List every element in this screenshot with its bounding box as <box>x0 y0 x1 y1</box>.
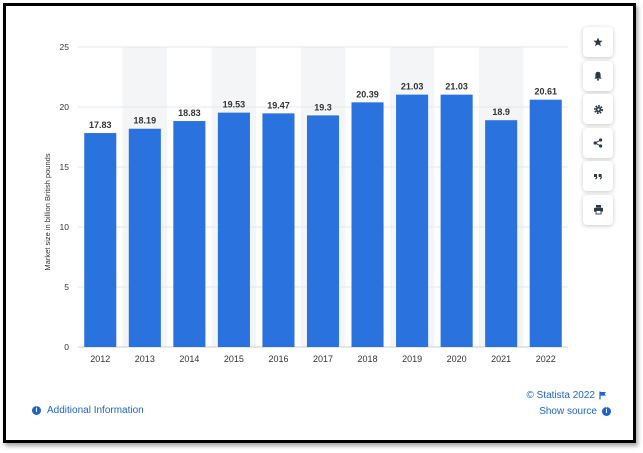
show-source-link[interactable]: Show source i <box>539 406 611 417</box>
share-button[interactable] <box>583 127 613 158</box>
bar-value-label: 20.61 <box>534 87 557 97</box>
y-axis-label: Market size in billion British pounds <box>43 153 52 270</box>
bar-value-label: 19.3 <box>314 102 332 112</box>
y-tick-label: 15 <box>60 162 70 172</box>
chart-panel: 0 5 10 15 20 25 17.83 18.19 18.83 19.53 19.47 19.3… <box>3 3 636 443</box>
x-tick-label: 2014 <box>179 354 199 364</box>
x-tick-label: 2018 <box>358 354 378 364</box>
additional-information-label: Additional Information <box>47 405 144 416</box>
x-axis-ticks: 2012 2013 2014 2015 2016 2017 2018 2019 2020 2021… <box>90 354 555 364</box>
bars <box>84 94 562 348</box>
statista-credit[interactable]: © Statista 2022 <box>526 390 607 401</box>
print-icon <box>593 205 603 215</box>
chart-toolbar <box>583 27 615 229</box>
bar-value-label: 17.83 <box>89 120 112 130</box>
y-tick-label: 5 <box>64 282 69 292</box>
x-tick-label: 2021 <box>491 354 511 364</box>
x-tick-label: 2020 <box>447 354 467 364</box>
additional-information-link[interactable]: i Additional Information <box>32 405 144 416</box>
bar-data-labels: 17.83 18.19 18.83 19.53 19.47 19.3 20.39 21.03 2… <box>89 82 557 130</box>
info-icon: i <box>32 406 41 415</box>
x-tick-label: 2016 <box>268 354 288 364</box>
x-tick-label: 2012 <box>90 354 110 364</box>
x-tick-label: 2017 <box>313 354 333 364</box>
share-icon <box>593 138 603 148</box>
cite-button[interactable] <box>583 161 613 192</box>
bar-value-label: 21.03 <box>401 82 424 92</box>
bar-value-label: 18.83 <box>178 108 201 118</box>
show-source-label: Show source <box>539 406 597 417</box>
flag-icon <box>599 391 606 400</box>
bar <box>396 94 429 347</box>
bar-value-label: 18.19 <box>134 116 157 126</box>
quote-icon <box>594 174 603 180</box>
bar <box>217 112 250 347</box>
print-button[interactable] <box>583 194 613 225</box>
gear-icon <box>593 104 603 114</box>
x-tick-label: 2022 <box>536 354 556 364</box>
x-tick-label: 2019 <box>402 354 422 364</box>
bar <box>440 94 473 347</box>
bar-value-label: 21.03 <box>445 82 468 92</box>
y-tick-label: 0 <box>64 342 69 352</box>
notification-button[interactable] <box>583 60 613 91</box>
bar <box>84 133 117 347</box>
bar-value-label: 20.39 <box>356 89 379 99</box>
bar-value-label: 18.9 <box>492 107 510 117</box>
bar <box>262 113 295 347</box>
bar <box>529 99 562 348</box>
bar-chart: 0 5 10 15 20 25 17.83 18.19 18.83 19.53 19.47 19.3… <box>43 42 568 364</box>
bell-icon <box>594 71 602 81</box>
y-axis-ticks: 0 5 10 15 20 25 <box>60 42 70 352</box>
credit-label: © Statista 2022 <box>526 390 595 401</box>
y-tick-label: 25 <box>60 42 70 52</box>
bar-value-label: 19.47 <box>267 100 290 110</box>
y-tick-label: 10 <box>60 222 70 232</box>
bar <box>173 121 206 347</box>
x-tick-label: 2013 <box>135 354 155 364</box>
favorite-button[interactable] <box>583 27 613 57</box>
x-tick-label: 2015 <box>224 354 244 364</box>
bar <box>306 115 340 348</box>
bar <box>128 128 161 347</box>
settings-button[interactable] <box>583 94 613 125</box>
bar <box>485 120 518 347</box>
bar <box>351 102 384 347</box>
bar-value-label: 19.53 <box>223 100 246 110</box>
info-icon: i <box>602 407 611 416</box>
y-tick-label: 20 <box>60 102 70 112</box>
star-icon <box>593 37 603 47</box>
